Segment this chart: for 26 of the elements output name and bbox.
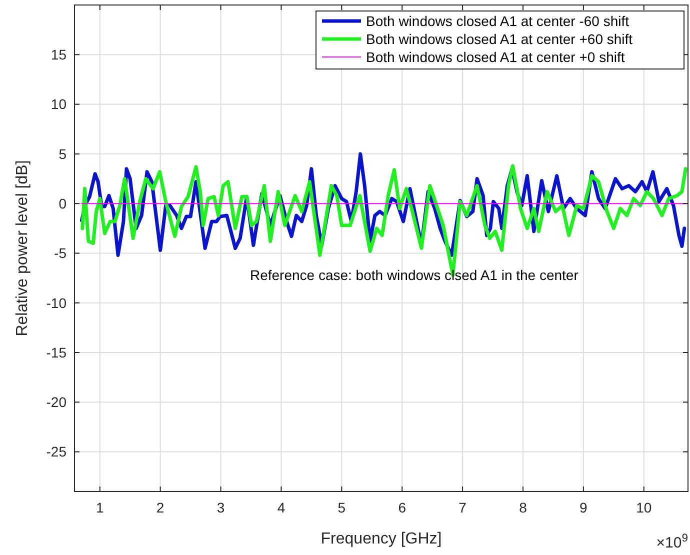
y-tick-label: 0 <box>58 195 67 212</box>
x-tick-label: 7 <box>458 500 467 516</box>
y-axis-title: Relative power level [dB] <box>14 160 31 336</box>
y-tick-label: 5 <box>58 146 67 162</box>
x-tick-label: 5 <box>338 500 346 516</box>
y-tick-label: -20 <box>46 394 67 410</box>
x-tick-label: 9 <box>580 500 588 516</box>
y-tick-label: 10 <box>50 96 67 112</box>
legend-label: Both windows closed A1 at center +60 shift <box>366 30 633 47</box>
x-tick-label: 6 <box>398 500 406 516</box>
x-tick-label: 10 <box>636 500 652 516</box>
text: ×10$^{9}$ <box>656 532 688 552</box>
y-tick-label: -15 <box>46 344 67 360</box>
y-tick-label: -5 <box>54 245 67 262</box>
y-tick-label: -10 <box>46 294 67 311</box>
x-tick-label: 1 <box>96 500 104 516</box>
x-tick-label: 3 <box>216 500 225 516</box>
y-tick-label: -25 <box>46 444 67 460</box>
annotation: Reference case: both windows clsed A1 in the center <box>250 267 579 284</box>
x-tick-label: 2 <box>156 500 164 516</box>
legend-label: Both windows closed A1 at center +0 shift <box>366 48 625 65</box>
x-tick-label: 8 <box>519 500 528 516</box>
y-tick-label: 15 <box>50 46 67 63</box>
x-axis-title: Frequency [GHz] <box>320 530 442 548</box>
legend-label: Both windows closed A1 at center -60 shift <box>366 12 630 29</box>
x-tick-label: 4 <box>277 500 286 516</box>
